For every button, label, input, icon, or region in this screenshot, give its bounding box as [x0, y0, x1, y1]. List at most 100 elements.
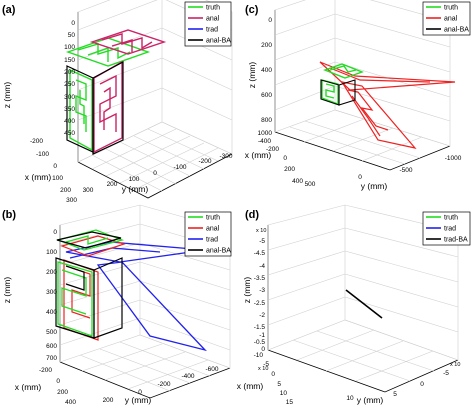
legend: truth anal trad anal-BA — [184, 1, 232, 47]
x-axis-label: x (mm) — [245, 150, 272, 160]
legend: truth anal trad anal-BA — [184, 211, 232, 257]
svg-text:400: 400 — [292, 178, 303, 185]
panel-b: (b) — [2, 204, 232, 406]
svg-text:1000: 1000 — [258, 130, 273, 137]
svg-text:0: 0 — [53, 163, 57, 170]
x-axis-ticks: -10 -5 0 5 10 15 — [254, 352, 294, 406]
svg-text:700: 700 — [46, 355, 57, 362]
svg-text:anal-BA: anal-BA — [206, 248, 231, 255]
x-axis-label: x (mm) — [25, 172, 52, 182]
svg-text:-1: -1 — [259, 332, 265, 339]
y-axis-ticks: 500 0 -500 -1000 — [305, 155, 462, 188]
panel-a: (a) — [2, 0, 233, 204]
x-axis-ticks: -200 0 200 400 — [39, 367, 76, 406]
z-axis-label: z (mm) — [2, 82, 12, 109]
svg-text:0: 0 — [71, 20, 75, 27]
svg-text:truth: truth — [444, 215, 458, 222]
svg-text:-5: -5 — [259, 238, 265, 245]
svg-text:anal-BA: anal-BA — [206, 38, 231, 45]
z-axis-ticks: 0 50 100 150 200 250 300 350 400 450 — [64, 20, 75, 137]
svg-text:400: 400 — [261, 67, 272, 74]
svg-text:-500: -500 — [399, 167, 412, 174]
svg-text:truth: truth — [444, 5, 458, 12]
svg-text:-0.5: -0.5 — [254, 339, 266, 346]
svg-text:anal: anal — [206, 226, 220, 233]
z-multiplier: x 10 — [256, 228, 266, 234]
svg-text:-2: -2 — [259, 312, 265, 319]
svg-text:200: 200 — [284, 166, 295, 173]
svg-text:600: 600 — [261, 92, 272, 99]
svg-text:-1000: -1000 — [445, 155, 462, 162]
svg-text:-4: -4 — [259, 263, 265, 270]
x-axis-ticks: -200 -100 0 100 200 300 — [30, 138, 77, 204]
svg-text:100: 100 — [46, 249, 57, 256]
trajectory-truth — [321, 63, 364, 106]
svg-text:-200: -200 — [30, 138, 43, 145]
panel-c: (c) — [245, 0, 471, 191]
svg-text:5: 5 — [393, 391, 397, 398]
svg-text:300: 300 — [64, 94, 75, 101]
svg-text:-400: -400 — [181, 373, 194, 380]
svg-text:300: 300 — [66, 197, 77, 204]
svg-text:50: 50 — [68, 32, 76, 39]
svg-text:-400: -400 — [258, 138, 271, 145]
legend: truth trad trad-BA — [422, 211, 471, 246]
svg-text:15: 15 — [286, 399, 294, 406]
svg-text:anal: anal — [206, 16, 220, 23]
svg-text:10: 10 — [346, 395, 354, 402]
z-axis-label: z (mm) — [242, 277, 252, 304]
svg-text:trad: trad — [206, 27, 218, 34]
svg-text:-300: -300 — [219, 153, 232, 160]
svg-text:400: 400 — [64, 118, 75, 125]
svg-text:100: 100 — [129, 176, 140, 183]
z-axis-label: z (mm) — [2, 277, 12, 304]
svg-text:150: 150 — [64, 57, 75, 64]
x-axis-label: x (mm) — [237, 381, 264, 391]
svg-text:anal-BA: anal-BA — [444, 27, 469, 34]
svg-text:350: 350 — [64, 106, 75, 113]
svg-text:-10: -10 — [254, 352, 264, 359]
svg-text:300: 300 — [46, 289, 57, 296]
trajectory-trad-ba — [345, 289, 383, 319]
svg-text:450: 450 — [64, 130, 75, 137]
svg-text:300: 300 — [83, 187, 94, 194]
svg-text:200: 200 — [60, 187, 71, 194]
svg-text:400: 400 — [65, 399, 76, 406]
axes-box — [274, 0, 451, 171]
svg-text:0: 0 — [420, 381, 424, 388]
svg-text:0: 0 — [153, 170, 157, 177]
trajectory-anal-ba — [320, 79, 356, 106]
x-axis-label: x (mm) — [15, 382, 42, 392]
svg-text:200: 200 — [103, 397, 114, 404]
y-axis-label: y (mm) — [357, 395, 384, 405]
y-axis-ticks: 10 5 0 -5 — [346, 370, 449, 402]
svg-text:-3: -3 — [259, 287, 265, 294]
svg-text:-2.5: -2.5 — [254, 300, 266, 307]
svg-text:200: 200 — [261, 42, 272, 49]
y-axis-label: y (mm) — [361, 181, 388, 191]
y-axis-ticks: 300 200 100 0 -100 -200 -300 — [83, 153, 233, 194]
svg-text:250: 250 — [64, 81, 75, 88]
panel-label: (d) — [245, 209, 259, 221]
svg-text:5: 5 — [277, 381, 281, 388]
panel-label: (b) — [2, 209, 16, 221]
y-axis-ticks: 200 0 -200 -400 -600 — [103, 366, 219, 404]
axes-box — [267, 204, 459, 393]
svg-text:-200: -200 — [266, 146, 279, 153]
svg-text:0: 0 — [283, 155, 287, 162]
y-axis-label: y (mm) — [125, 395, 152, 405]
svg-text:-3.5: -3.5 — [254, 275, 266, 282]
svg-text:-600: -600 — [205, 366, 218, 373]
trajectory-truth — [55, 229, 125, 337]
svg-text:600: 600 — [46, 343, 57, 350]
svg-text:0: 0 — [358, 174, 362, 181]
svg-text:-200: -200 — [39, 367, 52, 374]
svg-text:200: 200 — [107, 181, 118, 188]
y-axis-label: y (mm) — [122, 184, 149, 194]
svg-text:500: 500 — [305, 181, 316, 188]
svg-text:100: 100 — [64, 44, 75, 51]
svg-text:trad: trad — [206, 237, 218, 244]
svg-text:10: 10 — [280, 390, 288, 397]
x-axis-ticks: -400 -200 0 200 400 — [258, 138, 303, 185]
